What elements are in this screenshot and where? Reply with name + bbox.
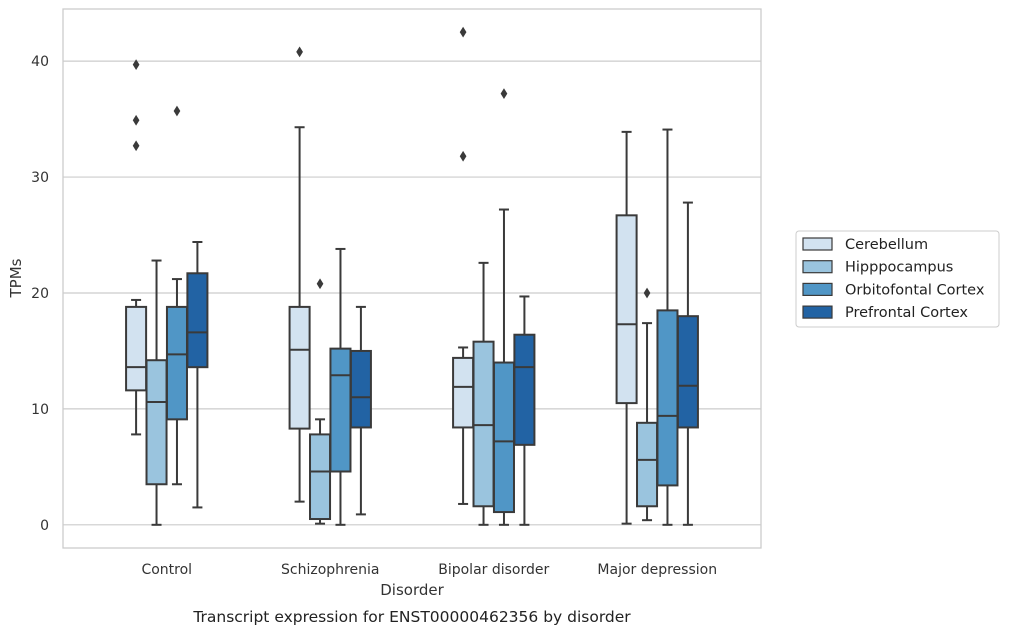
box-group xyxy=(349,305,372,516)
outlier-point xyxy=(459,26,467,38)
box-group xyxy=(492,88,515,526)
x-tick-label: Major depression xyxy=(597,562,717,578)
box-iqr xyxy=(186,272,209,369)
legend-swatch xyxy=(802,260,833,274)
box-group xyxy=(329,247,352,526)
outlier-point xyxy=(132,114,140,126)
legend: Cerebellum Hipppocampus Orbitofontal Corte… xyxy=(795,230,1000,328)
legend-frame xyxy=(795,230,1000,328)
legend-swatch xyxy=(802,305,833,319)
boxes xyxy=(125,26,699,526)
x-axis-ticks: Control Schizophrenia Bipolar disorder Majo… xyxy=(141,562,717,578)
legend-label: Orbitofontal Cortex xyxy=(845,282,985,298)
box-iqr xyxy=(145,359,168,486)
box-iqr xyxy=(125,305,148,392)
box-group xyxy=(165,105,188,486)
box-group xyxy=(656,128,679,526)
box-iqr xyxy=(513,333,536,446)
outlier-point xyxy=(459,150,467,162)
box-group xyxy=(125,59,148,436)
legend-swatch xyxy=(802,282,833,296)
outlier-point xyxy=(132,59,140,71)
box-group xyxy=(145,259,168,526)
legend-label: Cerebellum xyxy=(845,237,928,253)
box-group xyxy=(309,278,332,525)
outlier-point xyxy=(500,88,508,99)
box-iqr xyxy=(472,340,495,508)
outlier-point xyxy=(173,105,181,117)
x-axis-label: Disorder xyxy=(380,581,444,599)
legend-label: Prefrontal Cortex xyxy=(845,305,968,321)
legend-label: Hipppocampus xyxy=(845,260,953,276)
box-group xyxy=(452,26,475,505)
box-iqr xyxy=(329,347,352,473)
y-tick-label: 30 xyxy=(31,170,49,186)
box-group xyxy=(513,295,536,526)
box-iqr xyxy=(656,309,679,487)
plot-frame xyxy=(62,8,762,549)
y-axis-label: TPMs xyxy=(7,258,25,298)
x-tick-label: Control xyxy=(141,562,192,578)
y-tick-label: 20 xyxy=(31,286,49,302)
outlier-point xyxy=(643,287,651,299)
x-tick-label: Schizophrenia xyxy=(281,562,379,578)
outlier-point xyxy=(296,46,303,58)
box-iqr xyxy=(349,349,372,429)
box-group xyxy=(615,130,638,525)
outlier-point xyxy=(316,278,324,290)
box-iqr xyxy=(309,433,332,521)
box-iqr xyxy=(492,361,515,514)
outlier-point xyxy=(132,140,140,152)
x-tick-label: Bipolar disorder xyxy=(438,562,549,578)
box-iqr xyxy=(165,305,188,421)
box-iqr xyxy=(676,315,699,429)
y-tick-label: 10 xyxy=(31,402,49,418)
y-tick-label: 40 xyxy=(31,54,49,70)
box-group xyxy=(676,201,699,526)
box-iqr xyxy=(288,305,311,430)
box-group xyxy=(186,240,209,509)
legend-swatch xyxy=(802,237,833,251)
chart-caption: Transcript expression for ENST0000046235… xyxy=(192,608,631,626)
box-iqr xyxy=(615,214,638,405)
y-tick-label: 0 xyxy=(40,518,49,534)
box-iqr xyxy=(636,421,659,508)
box-group xyxy=(288,46,311,503)
box-iqr xyxy=(452,356,475,429)
y-axis-ticks: 0 10 20 30 40 xyxy=(31,54,49,534)
